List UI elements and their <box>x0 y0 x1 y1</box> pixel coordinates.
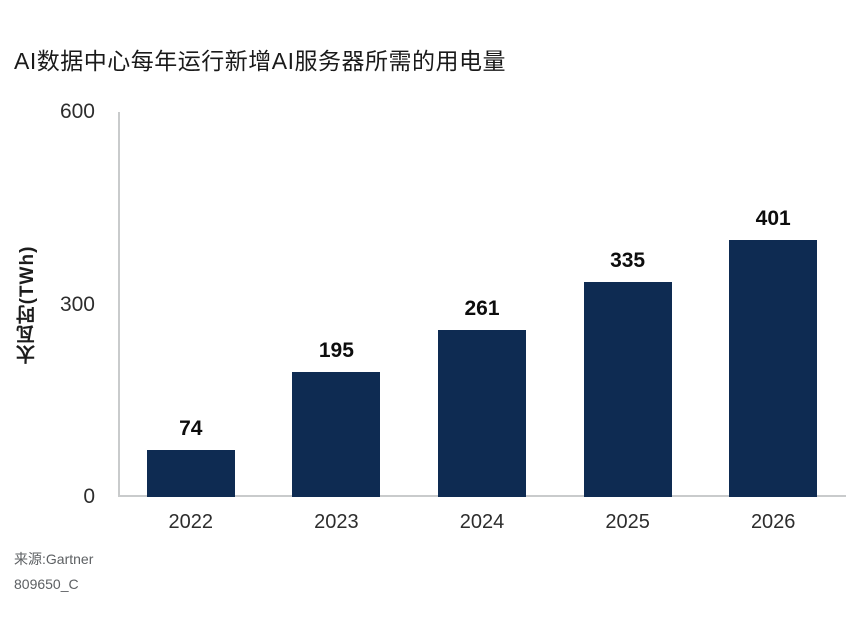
bar <box>438 329 526 497</box>
y-axis-line <box>118 112 120 497</box>
x-tick-label: 2024 <box>459 511 505 533</box>
bar-group: 74 <box>146 112 235 497</box>
bar-group: 401 <box>729 112 818 497</box>
bar-group: 195 <box>292 112 381 497</box>
figure-id: 809650_C <box>14 576 79 592</box>
bar <box>729 239 818 497</box>
bar-value-label: 261 <box>464 296 500 320</box>
x-tick-label: 2026 <box>750 511 796 533</box>
bar-group: 335 <box>583 112 672 497</box>
plot-area: 太瓦时(TWh) 0 300 600 74 195 261 335 401 2022 2023… <box>17 100 846 533</box>
y-tick-label: 300 <box>59 292 95 316</box>
y-tick-label: 0 <box>83 485 95 508</box>
bar-value-label: 74 <box>179 416 203 440</box>
y-tick-label: 600 <box>59 100 95 123</box>
x-tick-label: 2023 <box>314 511 359 533</box>
bar-value-label: 335 <box>610 249 646 273</box>
bar <box>292 371 381 497</box>
bar <box>146 449 235 497</box>
x-tick-label: 2022 <box>168 511 214 533</box>
source-line: 来源:Gartner <box>14 551 94 567</box>
chart-title: AI数据中心每年运行新增AI服务器所需的用电量 <box>14 48 506 74</box>
bar-value-label: 195 <box>318 338 354 362</box>
x-tick-label: 2025 <box>605 511 650 533</box>
bar-group: 261 <box>438 112 526 497</box>
source-note: 来源:Gartner 809650_C <box>14 547 93 597</box>
bar <box>583 282 672 497</box>
bar-value-label: 401 <box>755 206 791 230</box>
